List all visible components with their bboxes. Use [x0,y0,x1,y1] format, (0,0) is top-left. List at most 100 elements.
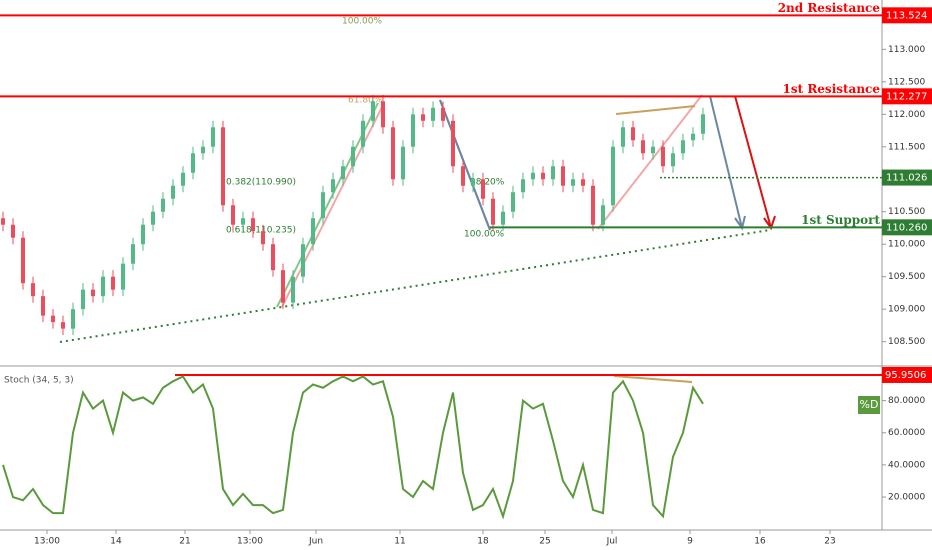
candle-body [121,263,125,290]
candle-body [291,276,295,303]
candle-body [41,296,45,316]
candle-body [131,244,135,264]
candle-body [441,107,445,121]
candle-body [111,276,115,290]
candle-body [171,185,175,199]
candle-body [101,276,105,297]
candle-body [151,211,155,225]
candle-body [541,172,545,180]
candle-body [221,127,225,206]
level-label: 111.026 [886,173,927,184]
candle-body [621,127,625,147]
y-tick-label: 40.0000 [888,460,925,470]
candle-body [31,283,35,297]
x-tick-label: 13:00 [237,537,263,547]
candle-body [661,146,665,167]
candle-body [431,107,435,121]
candle-body [491,198,495,225]
divergence-line [615,105,696,115]
level-badge [882,219,932,236]
y-tick-label: 109.000 [888,305,925,315]
indicator-title: Stoch (34, 5, 3) [4,376,74,386]
level-badge [882,7,932,24]
y-tick-label: 113.000 [888,45,925,55]
candle-body [241,218,245,225]
candle-body [421,114,425,121]
candle-body [601,205,605,225]
pattern-line [597,94,703,230]
candle-body [361,120,365,147]
level-label: 110.260 [886,222,927,233]
candle-body [631,127,635,141]
candle-body [551,166,555,180]
candle-body [561,166,565,186]
x-tick-label: Jul [606,537,618,547]
candle-body [471,179,475,186]
divergence-line [613,375,693,383]
candle-body [501,211,505,225]
candle-body [231,205,235,225]
candle-body [301,244,305,277]
candle-body [351,146,355,167]
x-tick-label: 18 [477,537,489,547]
stoch-line [2,375,704,520]
level-label: 113.524 [886,10,927,21]
fib-label: 0.382(110.990) [226,178,296,188]
candle-body [141,224,145,245]
arrow [709,95,743,229]
candle-body [21,237,25,284]
candle-body [681,140,685,154]
y-tick-label: 112.500 [888,77,925,87]
candle-body [61,322,65,329]
level-label: 112.277 [886,91,927,102]
candle-body [511,192,515,212]
candle-body [381,101,385,128]
candle-body [261,231,265,245]
fib-label: 100.00% [464,230,504,240]
candle-body [611,146,615,206]
legend-label: %D [860,398,879,411]
candle-body [211,127,215,147]
x-tick-label: Jun [308,537,323,547]
candle-body [481,179,485,199]
candle-body [161,198,165,212]
candle-body [371,101,375,121]
candle-body [461,166,465,186]
arrow [439,99,491,231]
x-tick-label: 25 [539,537,550,547]
candle-body [321,192,325,219]
candle-body [71,309,75,329]
arrow [734,95,772,229]
candle-body [571,179,575,186]
fib-label: 61.80% [348,96,383,106]
y-tick-label: 110.500 [888,207,925,217]
candle-body [191,153,195,173]
candle-body [391,127,395,180]
level-label: 95.9506 [885,370,926,381]
x-tick-label: 11 [394,537,405,547]
level-name: 2nd Resistance [778,1,881,15]
x-tick-label: 23 [824,537,835,547]
candle-body [521,179,525,193]
candle-body [311,218,315,245]
candle-body [591,185,595,225]
candle-body [411,114,415,147]
candle-body [51,315,55,323]
candle-body [651,146,655,154]
fib-label: 0.618(110.235) [226,226,296,236]
candle-body [181,172,185,186]
x-tick-label: 14 [110,537,122,547]
candle-body [251,218,255,232]
level-name: 1st Resistance [783,82,881,96]
candle-body [581,179,585,186]
y-tick-label: 111.500 [888,142,925,152]
candle-body [691,133,695,141]
candle-body [201,146,205,154]
x-tick-label: 21 [179,537,190,547]
y-tick-label: 108.500 [888,337,925,347]
candle-body [91,289,95,297]
candle-body [401,146,405,180]
level-name: 1st Support [801,213,880,227]
